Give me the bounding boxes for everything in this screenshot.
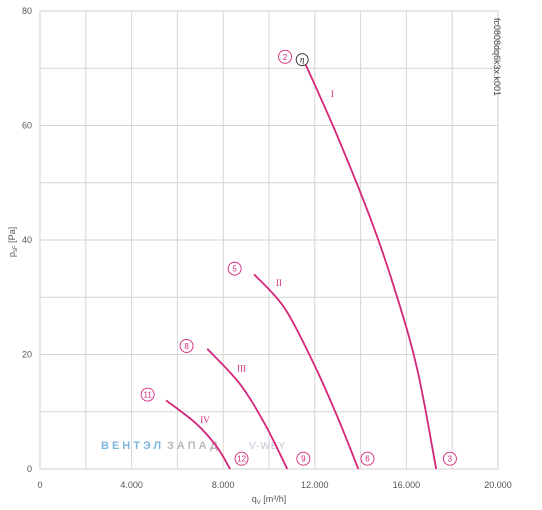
marker-8-label: 8 bbox=[184, 342, 189, 351]
efficiency-marker-circle bbox=[295, 53, 309, 67]
watermark-part1: ВЕНТЭЛ bbox=[101, 440, 164, 452]
x-axis-label-sub: V bbox=[257, 500, 261, 506]
grid-lines bbox=[39, 10, 499, 470]
y-tick-label: 60 bbox=[22, 121, 32, 131]
y-tick-label: 0 bbox=[27, 464, 32, 474]
y-axis-label-main: p bbox=[7, 252, 17, 257]
x-axis-label-unit: [m³/h] bbox=[261, 494, 287, 504]
curve-label-II: II bbox=[276, 278, 282, 288]
marker-5-circle bbox=[227, 261, 242, 276]
y-axis-label-unit: [Pa] bbox=[7, 227, 17, 246]
y-tick-label: 80 bbox=[22, 6, 32, 16]
watermark-part2: ЗАПАД bbox=[167, 440, 221, 452]
marker-3-circle bbox=[442, 451, 457, 466]
watermark: ВЕНТЭЛ ЗАПАД V-WBY bbox=[101, 440, 286, 452]
performance-curves bbox=[165, 56, 438, 470]
y-axis-label: psF [Pa] bbox=[7, 227, 19, 257]
efficiency-marker: η bbox=[295, 53, 309, 67]
curve-IV bbox=[165, 399, 231, 470]
marker-12-circle bbox=[234, 451, 249, 466]
operating-point-markers: 2 5 8 11 3 6 9 12 bbox=[140, 49, 457, 466]
curve-II bbox=[253, 273, 360, 470]
curve-label-IV: IV bbox=[200, 415, 210, 425]
y-axis-label-sub: sF bbox=[13, 245, 19, 252]
curve-label-I: I bbox=[331, 89, 334, 99]
curve-I bbox=[301, 56, 438, 470]
marker-11-circle bbox=[140, 387, 155, 402]
marker-2-label: 2 bbox=[283, 53, 288, 62]
curve-label-III: III bbox=[237, 364, 246, 374]
marker-2-circle bbox=[278, 49, 292, 64]
x-tick-label: 0 bbox=[37, 480, 42, 490]
x-axis-label: qV [m³/h] bbox=[252, 494, 287, 506]
watermark-part3: V-WBY bbox=[249, 441, 286, 452]
x-tick-label: 4.000 bbox=[120, 480, 143, 490]
y-tick-label: 20 bbox=[22, 350, 32, 360]
marker-9-circle bbox=[296, 451, 311, 466]
x-tick-label: 20.000 bbox=[484, 480, 512, 490]
marker-6-label: 6 bbox=[365, 455, 370, 464]
marker-8-circle bbox=[179, 338, 194, 353]
marker-9-label: 9 bbox=[301, 455, 306, 464]
marker-5-label: 5 bbox=[232, 265, 237, 274]
marker-6-circle bbox=[360, 451, 375, 466]
x-tick-label: 12.000 bbox=[301, 480, 329, 490]
marker-3-label: 3 bbox=[448, 455, 453, 464]
marker-11-label: 11 bbox=[143, 391, 152, 400]
efficiency-marker-label: η bbox=[300, 55, 305, 65]
tick-labels: 0 4.000 8.000 12.000 16.000 20.000 0 20 40 60 80 bbox=[22, 6, 512, 490]
x-axis-label-main: q bbox=[252, 494, 257, 504]
chart-code: fc0808dq6k3x.k001 bbox=[492, 18, 502, 96]
x-tick-label: 16.000 bbox=[393, 480, 421, 490]
y-tick-label: 40 bbox=[22, 235, 32, 245]
curve-III bbox=[206, 348, 289, 470]
x-tick-label: 8.000 bbox=[212, 480, 235, 490]
marker-12-label: 12 bbox=[237, 455, 246, 464]
